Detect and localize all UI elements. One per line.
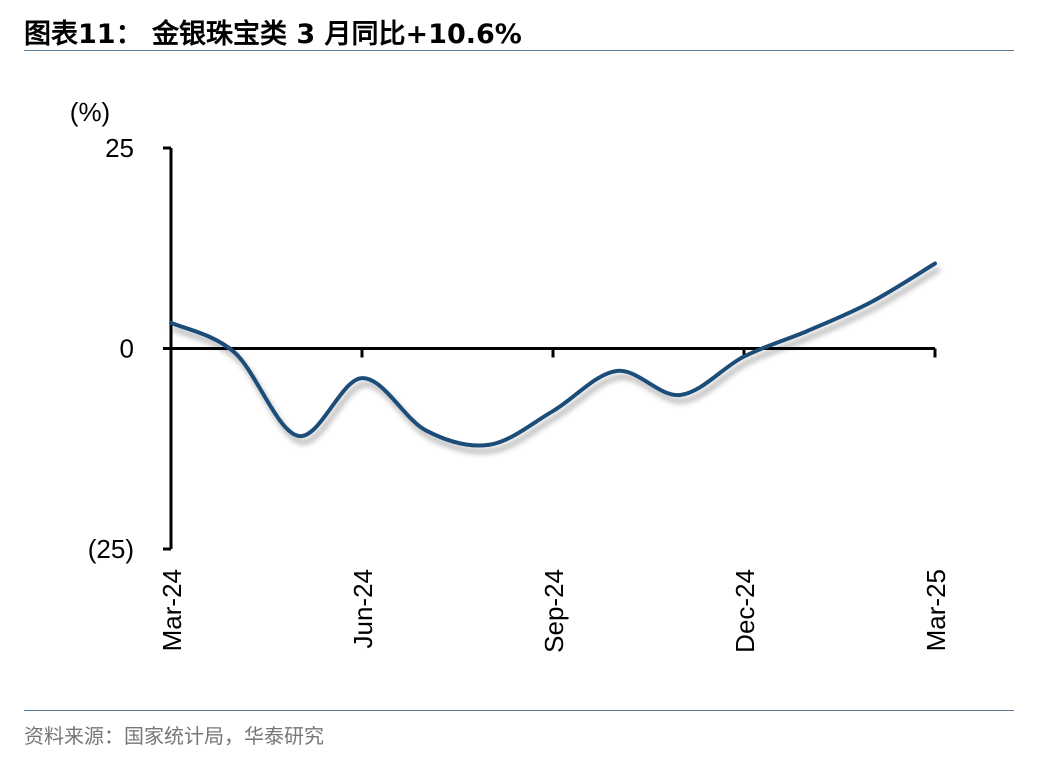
x-tick-label: Dec-24 (730, 569, 760, 653)
title-divider (24, 50, 1014, 51)
plot-area (169, 261, 937, 448)
y-tick-label: 0 (120, 334, 134, 364)
x-tick-label: Mar-24 (157, 569, 187, 651)
line-chart: (%) 25 0 (25) Mar-24 Jun-24 Sep-24 Dec-24 Mar-2… (70, 97, 951, 653)
y-axis-unit-label: (%) (70, 97, 110, 127)
source-divider (24, 710, 1014, 711)
source-note: 资料来源：国家统计局，华泰研究 (24, 724, 324, 748)
chart-title: 图表11： 金银珠宝类 3 月同比+10.6% (24, 19, 522, 50)
x-tick-label: Sep-24 (539, 569, 569, 653)
x-tick-label: Jun-24 (348, 569, 378, 649)
axes: 25 0 (25) Mar-24 Jun-24 Sep-24 Dec-24 Mar-25 (88, 133, 951, 653)
x-tick-label: Mar-25 (921, 569, 951, 651)
series-line (169, 261, 937, 448)
y-tick-label: (25) (88, 534, 134, 564)
y-tick-label: 25 (105, 133, 134, 163)
